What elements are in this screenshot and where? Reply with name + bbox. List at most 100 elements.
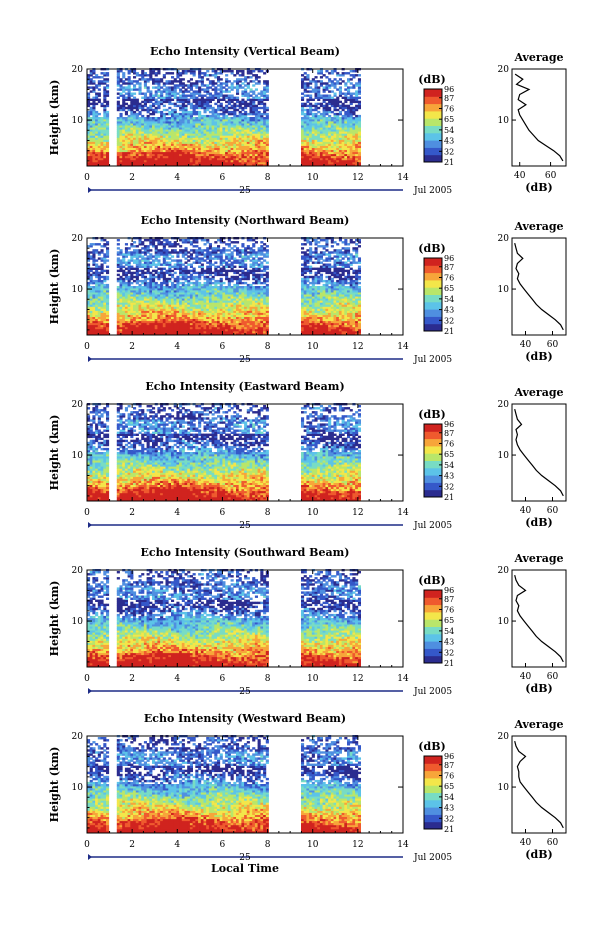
- heatmap-cell: [155, 270, 158, 272]
- heatmap-cell: [141, 266, 144, 268]
- heatmap-cell: [90, 107, 93, 109]
- heatmap-cell: [101, 117, 104, 119]
- heatmap-cell: [239, 156, 242, 158]
- heatmap-cell: [182, 78, 185, 80]
- heatmap-cell: [90, 280, 93, 282]
- heatmap-cell: [250, 156, 253, 158]
- heatmap-cell: [331, 80, 334, 82]
- heatmap-cell: [147, 290, 150, 292]
- heatmap-cell: [92, 86, 95, 88]
- heatmap-cell: [334, 156, 337, 158]
- heatmap-cell: [106, 286, 109, 288]
- heatmap-cell: [304, 109, 307, 111]
- heatmap-cell: [106, 259, 109, 261]
- heatmap-cell: [344, 131, 347, 133]
- heatmap-cell: [149, 325, 152, 327]
- heatmap-cell: [92, 249, 95, 251]
- heatmap-cell: [168, 111, 171, 113]
- heatmap-cell: [141, 70, 144, 72]
- heatmap-cell: [260, 135, 263, 137]
- heatmap-cell: [101, 80, 104, 82]
- colorbar-swatch: [424, 89, 442, 97]
- heatmap-cell: [90, 268, 93, 270]
- heatmap-cell: [241, 101, 244, 103]
- heatmap-cell: [98, 125, 101, 127]
- heatmap-cell: [128, 115, 131, 117]
- heatmap-cell: [325, 111, 328, 113]
- heatmap-cell: [160, 300, 163, 302]
- heatmap-cell: [128, 329, 131, 331]
- heatmap-cell: [122, 101, 125, 103]
- heatmap-cell: [255, 97, 258, 99]
- heatmap-cell: [214, 93, 217, 95]
- heatmap-cell: [347, 146, 350, 148]
- heatmap-cell: [152, 131, 155, 133]
- heatmap-cell: [98, 243, 101, 245]
- heatmap-cell: [174, 286, 177, 288]
- heatmap-cell: [214, 125, 217, 127]
- heatmap-cell: [193, 282, 196, 284]
- heatmap-cell: [103, 131, 106, 133]
- heatmap-cell: [309, 103, 312, 105]
- heatmap-cell: [149, 125, 152, 127]
- heatmap-cell: [182, 309, 185, 311]
- heatmap-cell: [247, 135, 250, 137]
- heatmap-cell: [212, 88, 215, 90]
- heatmap-cell: [352, 140, 355, 142]
- heatmap-cell: [163, 156, 166, 158]
- heatmap-cell: [163, 146, 166, 148]
- heatmap-cell: [315, 156, 318, 158]
- heatmap-cell: [236, 105, 239, 107]
- heatmap-cell: [166, 251, 169, 253]
- heatmap-cell: [228, 140, 231, 142]
- heatmap-cell: [344, 160, 347, 162]
- heatmap-cell: [155, 82, 158, 84]
- heatmap-cell: [263, 140, 266, 142]
- heatmap-cell: [133, 315, 136, 317]
- heatmap-cell: [220, 99, 223, 101]
- heatmap-cell: [190, 304, 193, 306]
- heatmap-cell: [252, 125, 255, 127]
- heatmap-cell: [157, 262, 160, 264]
- heatmap-cell: [323, 156, 326, 158]
- heatmap-cell: [312, 125, 315, 127]
- heatmap-cell: [193, 131, 196, 133]
- heatmap-cell: [152, 86, 155, 88]
- heatmap-cell: [147, 315, 150, 317]
- heatmap-cell: [125, 111, 128, 113]
- heatmap-cell: [133, 300, 136, 302]
- heatmap-cell: [133, 304, 136, 306]
- heatmap-cell: [166, 160, 169, 162]
- heatmap-cell: [323, 140, 326, 142]
- heatmap-cell: [160, 121, 163, 123]
- heatmap-cell: [174, 93, 177, 95]
- heatmap-cell: [149, 121, 152, 123]
- heatmap-cell: [233, 160, 236, 162]
- heatmap-cell: [141, 290, 144, 292]
- heatmap-cell: [160, 131, 163, 133]
- heatmap-cell: [128, 93, 131, 95]
- heatmap-cell: [198, 131, 201, 133]
- heatmap-cell: [179, 251, 182, 253]
- heatmap-cell: [171, 309, 174, 311]
- heatmap-cell: [187, 146, 190, 148]
- heatmap-cell: [101, 156, 104, 158]
- heatmap-cell: [174, 111, 177, 113]
- heatmap-cell: [187, 117, 190, 119]
- heatmap-cell: [190, 82, 193, 84]
- heatmap-cell: [92, 156, 95, 158]
- heatmap-cell: [152, 315, 155, 317]
- heatmap-cell: [185, 270, 188, 272]
- heatmap-cell: [144, 325, 147, 327]
- heatmap-cell: [166, 117, 169, 119]
- heatmap-cell: [149, 78, 152, 80]
- heatmap-cell: [263, 82, 266, 84]
- heatmap-cell: [225, 105, 228, 107]
- heatmap-cell: [263, 93, 266, 95]
- heatmap-cell: [331, 117, 334, 119]
- heatmap-cell: [95, 243, 98, 245]
- heatmap-cell: [195, 255, 198, 257]
- heatmap-cell: [155, 101, 158, 103]
- heatmap-cell: [217, 121, 220, 123]
- heatmap-cell: [98, 309, 101, 311]
